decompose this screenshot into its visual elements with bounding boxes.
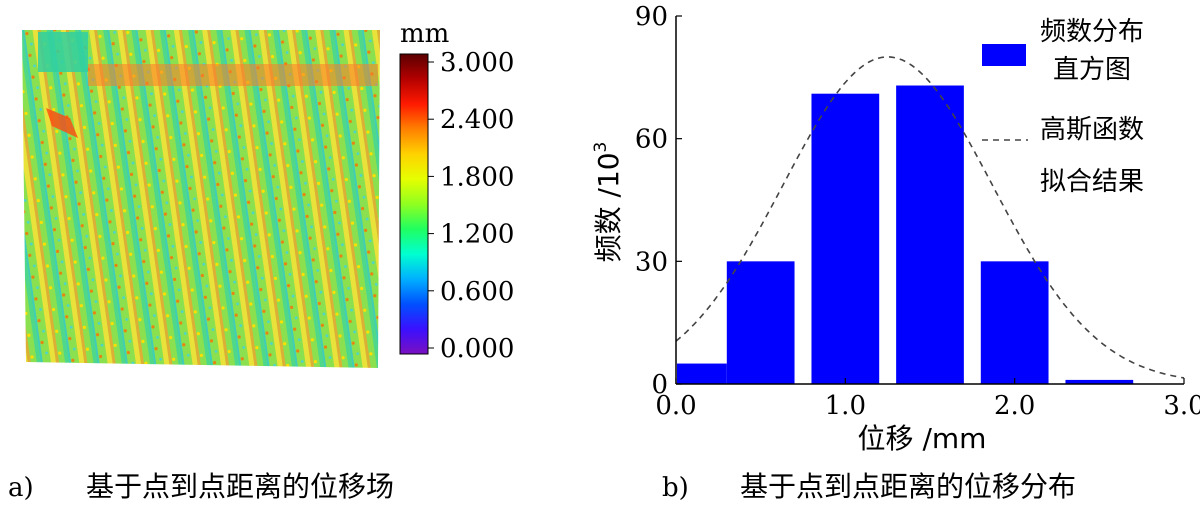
colorbar-gradient bbox=[399, 53, 429, 355]
x-axis-label: 位移 /mm bbox=[858, 422, 987, 455]
colorbar: mm 3.000 2.400 1.800 1.200 0.600 0.000 bbox=[399, 19, 514, 364]
svg-text:频数 /103: 频数 /103 bbox=[591, 142, 625, 263]
displacement-field-map bbox=[22, 30, 380, 368]
y-tick-label: 0 bbox=[651, 370, 668, 400]
y-axis-label-exponent: 3 bbox=[591, 142, 611, 153]
y-axis-label-text: 频数 /10 bbox=[592, 152, 625, 262]
histogram-bar bbox=[726, 261, 795, 384]
y-tick-label: 90 bbox=[635, 2, 668, 32]
legend-bar-label-2: 直方图 bbox=[1053, 55, 1131, 85]
y-axis-label: 频数 /103 bbox=[591, 142, 625, 263]
colorbar-tick-label: 3.000 bbox=[440, 48, 514, 78]
colorbar-tick-label: 0.000 bbox=[440, 334, 514, 364]
field-corner-streak bbox=[46, 108, 78, 138]
legend-bar-swatch bbox=[982, 44, 1026, 66]
legend-fit-label-1: 高斯函数 bbox=[1040, 115, 1144, 145]
legend-fit-label-2: 拟合结果 bbox=[1040, 167, 1144, 197]
caption-a-letter: a) bbox=[8, 473, 34, 503]
histogram-bar bbox=[811, 93, 880, 384]
histogram-chart: 0.0 1.0 2.0 3.0 0 30 60 90 位移 /mm 频数 /103 频数分布 … bbox=[591, 2, 1200, 455]
x-tick-label: 2.0 bbox=[994, 391, 1035, 421]
caption-a: a) 基于点到点距离的位移场 bbox=[8, 470, 394, 503]
histogram-bar bbox=[1065, 379, 1134, 384]
caption-b-letter: b) bbox=[662, 473, 689, 503]
colorbar-tick-label: 1.800 bbox=[440, 162, 514, 192]
histogram-bar bbox=[980, 261, 1049, 384]
histogram-bar bbox=[896, 85, 964, 384]
legend: 频数分布 直方图 高斯函数 拟合结果 bbox=[982, 17, 1144, 197]
y-tick-label: 30 bbox=[635, 247, 668, 277]
field-corner-patch bbox=[38, 32, 88, 72]
y-tick-label: 60 bbox=[635, 125, 668, 155]
field-top-band bbox=[88, 64, 378, 86]
legend-bar-label-1: 频数分布 bbox=[1040, 17, 1144, 47]
x-tick-label: 0.0 bbox=[655, 391, 696, 421]
colorbar-tick-label: 1.200 bbox=[440, 220, 514, 250]
field-area bbox=[22, 30, 380, 368]
colorbar-unit: mm bbox=[400, 19, 449, 49]
caption-a-text: 基于点到点距离的位移场 bbox=[86, 470, 394, 503]
x-tick-label: 1.0 bbox=[825, 391, 866, 421]
caption-b-text: 基于点到点距离的位移分布 bbox=[740, 470, 1076, 503]
gaussian-fit-curve bbox=[675, 56, 1185, 379]
x-tick-label: 3.0 bbox=[1163, 391, 1200, 421]
colorbar-tick-label: 2.400 bbox=[440, 105, 514, 135]
caption-b: b) 基于点到点距离的位移分布 bbox=[662, 470, 1076, 503]
colorbar-tick-label: 0.600 bbox=[440, 277, 514, 307]
histogram-bar bbox=[677, 363, 727, 384]
